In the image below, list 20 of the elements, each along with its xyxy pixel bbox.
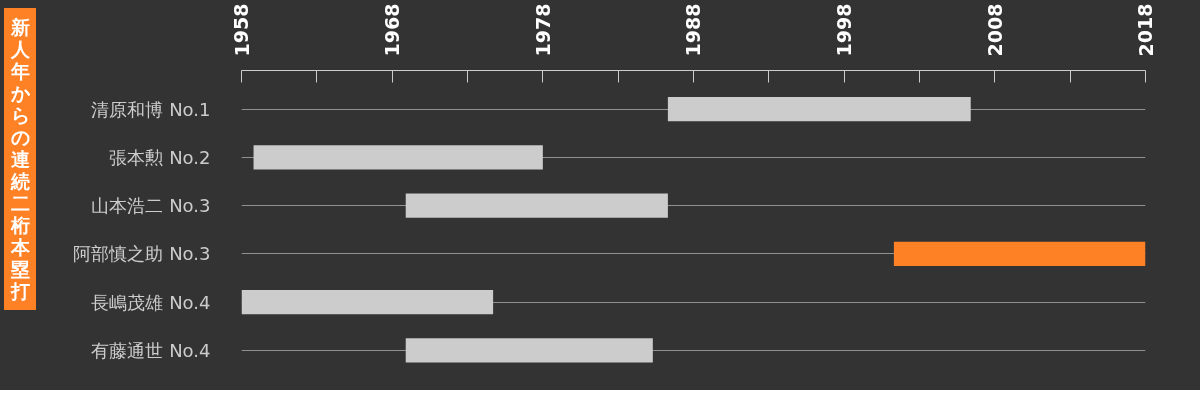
y-tick-label: 長嶋茂雄 No.4 [91, 291, 211, 313]
bar [667, 97, 971, 122]
y-tick-label: 有藤通世 No.4 [91, 339, 211, 361]
y-tick-label: 山本浩二 No.3 [91, 195, 211, 217]
y-tick-label: 阿部慎之助 No.3 [73, 243, 211, 265]
x-tick-label: 1968 [381, 3, 404, 57]
bar [405, 338, 653, 363]
bar [893, 241, 1146, 266]
x-tick-label: 1958 [230, 3, 253, 57]
bar [253, 145, 543, 170]
x-tick-label: 1998 [833, 3, 856, 57]
x-tick-label: 1978 [531, 3, 554, 57]
x-tick-label: 2018 [1134, 3, 1157, 57]
bar [405, 193, 668, 218]
y-tick-label: 清原和博 No.1 [91, 98, 211, 120]
bar [241, 290, 494, 315]
x-tick-label: 2008 [983, 3, 1006, 57]
y-tick-label: 張本勲 No.2 [109, 146, 211, 168]
x-tick-label: 1988 [682, 3, 705, 57]
chart-title: 新人年からの連続二桁本塁打 [10, 16, 30, 302]
